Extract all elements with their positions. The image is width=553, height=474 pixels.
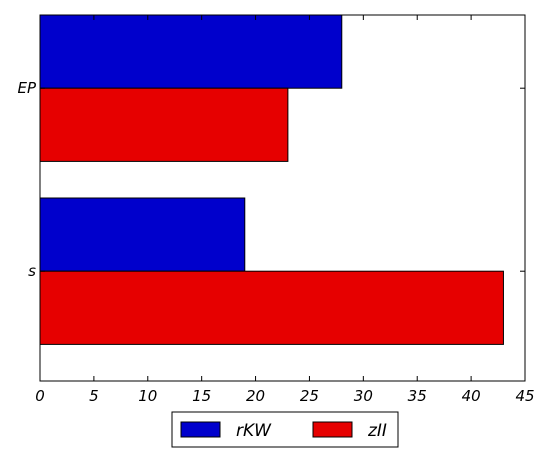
x-tick-label: 30 <box>354 387 373 405</box>
x-tick-label: 20 <box>246 387 265 405</box>
x-tick-label: 40 <box>462 387 481 405</box>
x-tick-label: 10 <box>138 387 157 405</box>
y-tick-label: EP <box>17 79 36 97</box>
bar-zII-s <box>39 270 504 345</box>
ticks-group: EP s 0 5 10 15 20 25 30 35 40 45 <box>17 15 535 405</box>
legend-swatch-rKW <box>180 421 221 438</box>
legend-label-zII: zII <box>367 421 387 441</box>
x-tick-label: 5 <box>89 387 99 405</box>
x-tick-label: 35 <box>408 387 427 405</box>
bar-rKW-s <box>39 197 246 272</box>
y-tick-label: s <box>28 262 36 280</box>
x-tick-label: 0 <box>35 387 45 405</box>
x-tick-label: 15 <box>192 387 211 405</box>
bar-rKW-EP <box>39 14 343 89</box>
x-tick-label: 25 <box>300 387 319 405</box>
legend-swatch-zII <box>312 421 353 438</box>
bar-zII-EP <box>39 87 289 162</box>
plot-area-frame <box>39 14 526 382</box>
bars-group <box>39 14 504 345</box>
legend-label-rKW: rKW <box>236 421 272 441</box>
x-tick-label: 45 <box>515 387 534 405</box>
legend: rKW zII <box>171 411 399 448</box>
